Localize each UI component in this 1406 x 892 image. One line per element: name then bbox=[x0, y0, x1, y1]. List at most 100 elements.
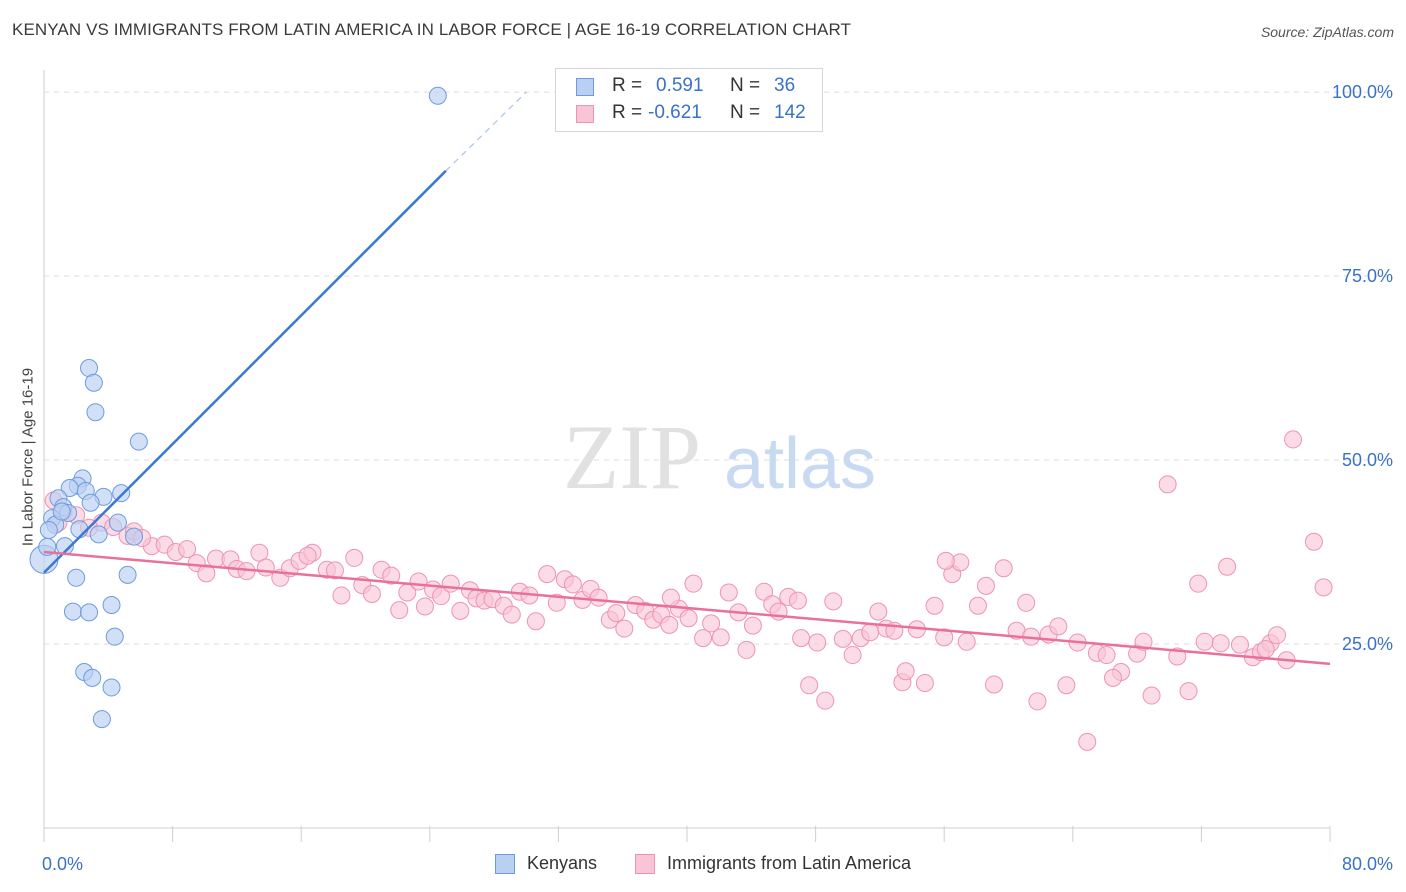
latin-point-103 bbox=[976, 576, 995, 595]
latin-point-21 bbox=[256, 558, 275, 577]
latin-point-94 bbox=[896, 662, 915, 681]
kenyan-point-19 bbox=[125, 527, 144, 546]
latin-point-28 bbox=[325, 561, 344, 580]
x-tick-label-max: 80.0% bbox=[1342, 854, 1393, 874]
latin-point-89 bbox=[861, 623, 880, 642]
latin-point-42 bbox=[451, 601, 470, 620]
latin-point-13 bbox=[178, 540, 197, 559]
watermark: ZIP atlas bbox=[563, 406, 876, 508]
kenyan-point-23 bbox=[118, 565, 137, 584]
watermark-atlas: atlas bbox=[724, 424, 876, 504]
latin-point-84 bbox=[816, 691, 835, 710]
y-tick-label-3: 100.0% bbox=[1332, 82, 1393, 102]
latin-point-90 bbox=[869, 602, 888, 621]
kenyan-point-33 bbox=[81, 493, 100, 512]
latin-point-66 bbox=[660, 615, 679, 634]
latin-point-76 bbox=[743, 616, 762, 635]
latin-point-26 bbox=[298, 546, 317, 565]
latin-point-126 bbox=[1211, 634, 1230, 653]
kenyan-point-34 bbox=[108, 513, 127, 532]
latin-point-121 bbox=[1158, 475, 1177, 494]
kenyan-point-4 bbox=[129, 432, 148, 451]
latin-point-96 bbox=[915, 674, 934, 693]
kenyan-point-3 bbox=[86, 403, 105, 422]
latin-point-139 bbox=[936, 551, 955, 570]
kenyans-trend-extension bbox=[445, 91, 527, 172]
latin-point-122 bbox=[1168, 647, 1187, 666]
latin-point-111 bbox=[1049, 617, 1068, 636]
legend-latin-n: 142 bbox=[774, 102, 806, 123]
latin-legend-label: Immigrants from Latin America bbox=[667, 853, 912, 873]
latin-point-52 bbox=[538, 565, 557, 584]
legend-r-label: R = bbox=[612, 102, 643, 123]
latin-point-97 bbox=[925, 596, 944, 615]
latin-point-120 bbox=[1142, 686, 1161, 705]
latin-point-87 bbox=[843, 646, 862, 665]
latin-point-105 bbox=[994, 559, 1013, 578]
latin-point-15 bbox=[197, 564, 216, 583]
latin-point-34 bbox=[382, 566, 401, 585]
kenyans-legend-label: Kenyans bbox=[527, 853, 598, 873]
latin-point-69 bbox=[684, 574, 703, 593]
latin-point-127 bbox=[1218, 557, 1237, 576]
latin-point-38 bbox=[415, 597, 434, 616]
latin-point-134 bbox=[1284, 430, 1303, 449]
latin-point-35 bbox=[390, 601, 409, 620]
x-tick-label-min: 0.0% bbox=[42, 854, 83, 874]
legend-kenyans-r: 0.591 bbox=[656, 75, 704, 96]
legend-kenyans-n: 36 bbox=[774, 75, 796, 96]
kenyan-point-15 bbox=[39, 520, 58, 539]
kenyan-point-0 bbox=[428, 86, 447, 105]
latin-point-102 bbox=[968, 596, 987, 615]
latin-legend-swatch bbox=[635, 854, 655, 874]
kenyan-point-22 bbox=[67, 568, 86, 587]
kenyan-point-30 bbox=[102, 678, 121, 697]
latin-point-86 bbox=[833, 629, 852, 648]
latin-point-30 bbox=[345, 548, 364, 567]
latin-point-123 bbox=[1179, 682, 1198, 701]
kenyan-point-18 bbox=[89, 525, 108, 544]
latin-trend-line bbox=[43, 550, 1331, 666]
latin-point-48 bbox=[502, 605, 521, 624]
kenyans-swatch bbox=[576, 78, 594, 96]
kenyan-point-17 bbox=[70, 520, 89, 539]
kenyan-point-26 bbox=[80, 603, 99, 622]
latin-point-51 bbox=[526, 612, 545, 631]
legend-n-label: N = bbox=[730, 75, 761, 96]
y-tick-label-2: 75.0% bbox=[1342, 266, 1393, 286]
latin-swatch bbox=[576, 105, 594, 123]
latin-point-29 bbox=[332, 586, 351, 605]
kenyan-point-2 bbox=[84, 373, 103, 392]
latin-point-137 bbox=[1256, 640, 1275, 659]
kenyans-trend-line bbox=[43, 169, 447, 574]
kenyan-point-27 bbox=[105, 627, 124, 646]
latin-point-141 bbox=[661, 588, 680, 607]
kenyans-legend-swatch bbox=[495, 854, 515, 874]
grid-lines bbox=[44, 91, 1392, 645]
latin-point-140 bbox=[788, 591, 807, 610]
latin-point-75 bbox=[737, 640, 756, 659]
latin-point-101 bbox=[957, 632, 976, 651]
axes bbox=[43, 70, 1331, 842]
legend-latin-r: -0.621 bbox=[648, 102, 702, 123]
legend-n-label: N = bbox=[730, 102, 761, 123]
latin-point-71 bbox=[702, 614, 721, 633]
correlation-legend: R = 0.591 N = 36 R = -0.621 N = 142 bbox=[555, 68, 823, 132]
kenyan-points bbox=[29, 86, 447, 729]
latin-point-68 bbox=[679, 609, 698, 628]
latin-point-70 bbox=[694, 629, 713, 648]
latin-point-116 bbox=[1097, 646, 1116, 665]
latin-point-132 bbox=[1267, 626, 1286, 645]
latin-point-53 bbox=[547, 593, 566, 612]
latin-point-58 bbox=[589, 588, 608, 607]
latin-point-104 bbox=[985, 675, 1004, 694]
legend-r-label: R = bbox=[612, 75, 643, 96]
kenyan-point-29 bbox=[83, 668, 102, 687]
latin-point-61 bbox=[615, 619, 634, 638]
tick-labels: 25.0% 50.0% 75.0% 100.0% 0.0% 80.0% bbox=[42, 82, 1393, 874]
latin-point-81 bbox=[792, 629, 811, 648]
latin-point-83 bbox=[808, 633, 827, 652]
latin-point-125 bbox=[1195, 632, 1214, 651]
latin-point-112 bbox=[1057, 676, 1076, 695]
